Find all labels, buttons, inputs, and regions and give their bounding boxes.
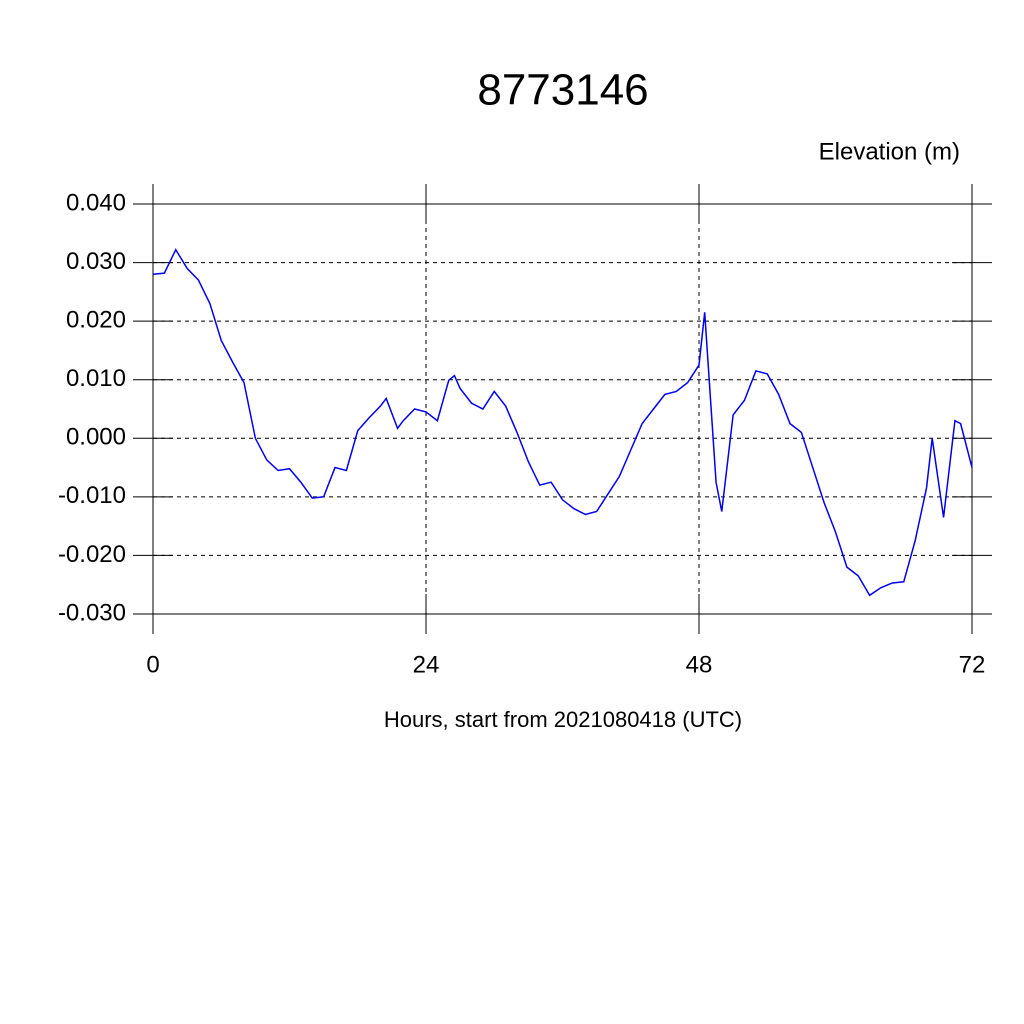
y-tick-label: 0.020 [66, 306, 126, 333]
chart-subtitle: Elevation (m) [819, 138, 960, 165]
x-tick-label: 72 [959, 651, 986, 678]
y-tick-label: 0.030 [66, 248, 126, 275]
y-tick-label: 0.040 [66, 189, 126, 216]
plot-frame [152, 203, 973, 615]
y-tick-label: -0.020 [58, 541, 126, 568]
data-line [152, 248, 973, 597]
chart-title: 8773146 [477, 66, 648, 115]
y-tick-label: 0.010 [66, 365, 126, 392]
x-tick-label: 24 [413, 651, 440, 678]
x-tick-label: 48 [686, 651, 713, 678]
y-tick-label: -0.010 [58, 482, 126, 509]
x-axis-label: Hours, start from 2021080418 (UTC) [384, 707, 742, 732]
y-tick-label: 0.000 [66, 424, 126, 451]
x-tick-label: 0 [146, 651, 159, 678]
y-tick-label: -0.030 [58, 599, 126, 626]
